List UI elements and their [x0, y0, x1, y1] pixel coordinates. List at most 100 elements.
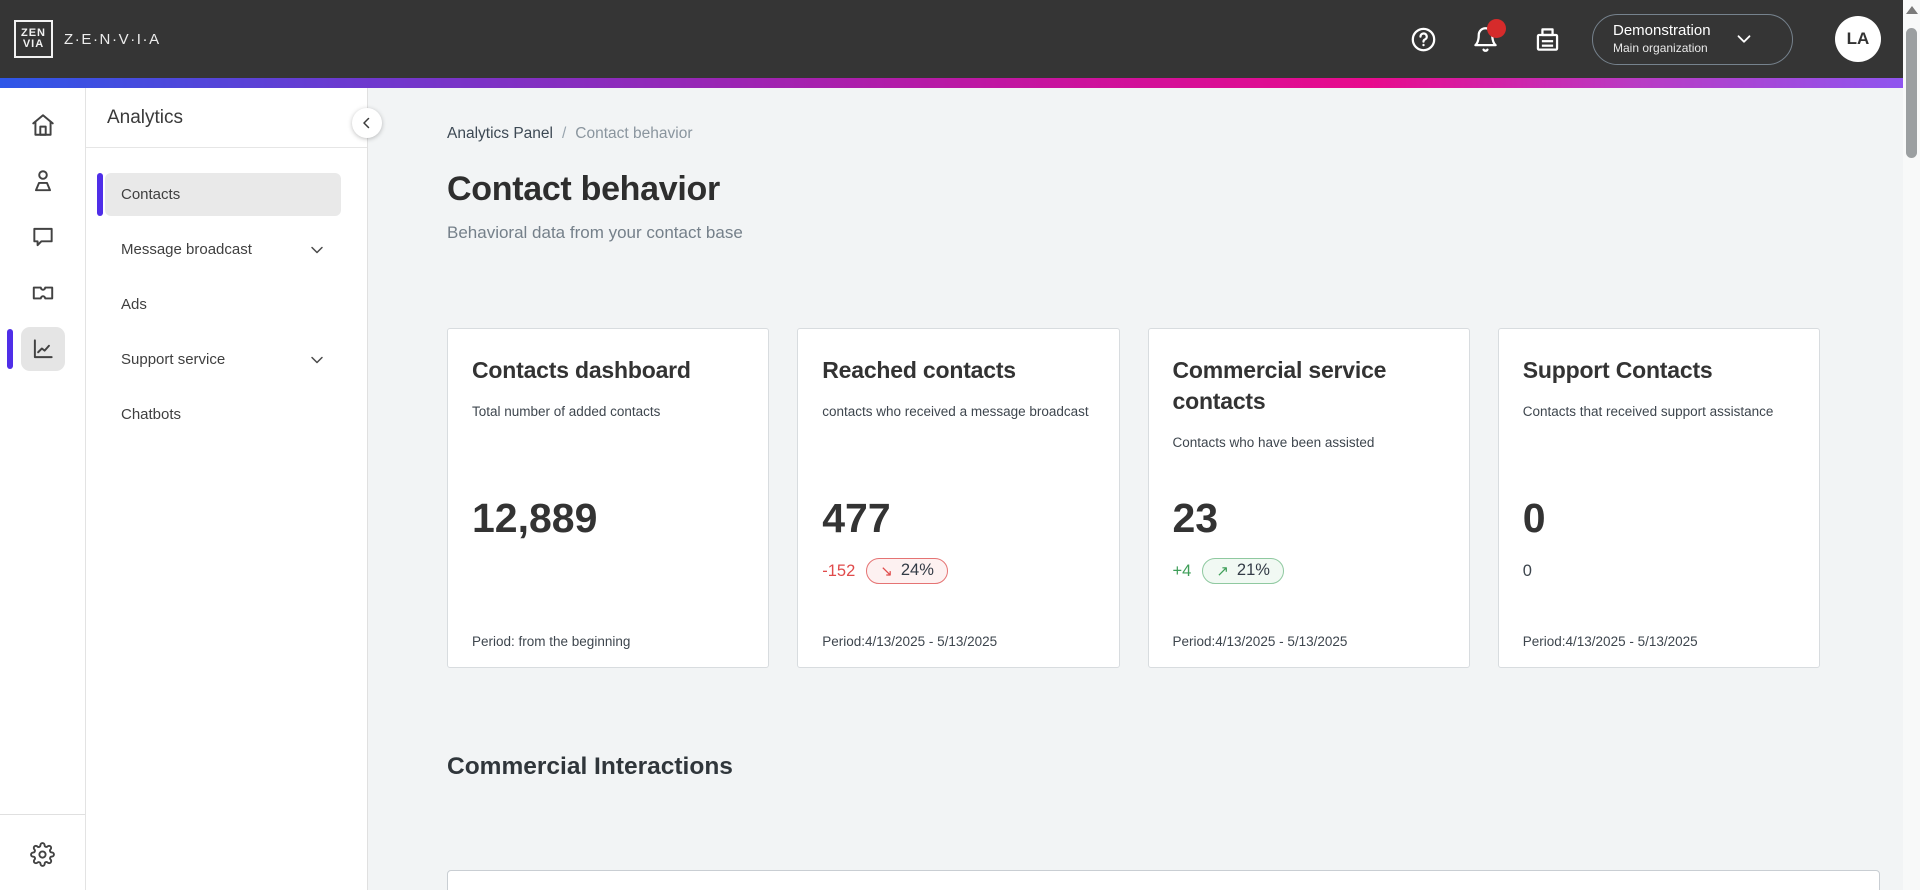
ticket-icon — [32, 286, 53, 300]
print-button[interactable] — [1532, 24, 1562, 54]
sidebar-item-label: Contacts — [121, 186, 181, 203]
scroll-up-arrow[interactable] — [1905, 6, 1918, 14]
section-title-commercial-interactions: Commercial Interactions — [447, 753, 733, 780]
notification-badge — [1487, 19, 1506, 38]
trend-percent: 24% — [900, 561, 934, 579]
logo-line-1: ZEN — [21, 27, 46, 39]
organization-subtitle: Main organization — [1613, 40, 1708, 55]
card-title: Contacts dashboard — [472, 357, 691, 383]
sidebar-header: Analytics — [86, 88, 367, 148]
brand[interactable]: ZEN VIA Z·E·N·V·I·A — [14, 20, 161, 58]
trend-percent: 21% — [1236, 561, 1270, 579]
notifications-button[interactable] — [1470, 19, 1506, 54]
trend-up-icon: ↗ — [1216, 562, 1229, 580]
breadcrumb-separator: / — [561, 125, 567, 142]
page-scrollbar[interactable] — [1903, 0, 1920, 890]
help-button[interactable] — [1408, 24, 1438, 54]
organization-switcher[interactable]: Demonstration Main organization — [1592, 13, 1793, 65]
selected-indicator-bar — [6, 329, 13, 369]
card-value: 23 — [1172, 495, 1219, 541]
trend-down-icon: ↘ — [880, 562, 893, 580]
page-title: Contact behavior — [447, 170, 720, 208]
home-icon — [31, 114, 54, 136]
chevron-left-icon — [363, 117, 370, 129]
sidebar-title: Analytics — [107, 106, 184, 128]
rail-item-analytics[interactable] — [6, 327, 65, 371]
commercial-interactions-panel — [447, 870, 1880, 890]
selected-indicator-bar — [97, 173, 103, 216]
brand-name: Z·E·N·V·I·A — [64, 30, 161, 48]
card-support-contacts: Support Contacts Contacts that received … — [1497, 328, 1820, 668]
chevron-down-icon — [307, 350, 327, 370]
user-avatar[interactable]: LA — [1835, 16, 1881, 62]
sidebar-item-support-service[interactable]: Support service — [105, 338, 341, 381]
card-delta-row: 0 — [1523, 556, 1532, 586]
top-bar: ZEN VIA Z·E·N·V·I·A — [0, 0, 1903, 78]
sidebar-item-label: Chatbots — [121, 406, 182, 423]
scrollbar-thumb[interactable] — [1906, 28, 1917, 158]
card-subtitle: contacts who received a message broadcas… — [822, 404, 1089, 420]
organization-name: Demonstration — [1613, 22, 1711, 40]
sidebar-item-label: Support service — [121, 351, 226, 368]
card-title: Reached contacts — [822, 357, 1016, 383]
card-value: 477 — [822, 495, 891, 541]
rail-bottom — [0, 814, 85, 890]
icon-rail — [0, 88, 86, 890]
sidebar-item-message-broadcast[interactable]: Message broadcast — [105, 228, 341, 271]
gradient-accent-strip — [0, 78, 1903, 88]
card-delta-row: +4 ↗ 21% — [1173, 556, 1284, 586]
card-title: Commercial service contacts — [1172, 357, 1387, 415]
main-content: Analytics Panel / Contact behavior Conta… — [368, 88, 1903, 890]
zenvia-logo-icon: ZEN VIA — [14, 20, 53, 58]
breadcrumb: Analytics Panel / Contact behavior — [447, 125, 1903, 143]
breadcrumb-analytics-panel[interactable]: Analytics Panel — [447, 125, 553, 142]
collapse-sidebar-button[interactable] — [352, 108, 382, 138]
card-period: Period:4/13/2025 - 5/13/2025 — [1172, 634, 1348, 649]
card-period: Period: from the beginning — [472, 634, 631, 649]
breadcrumb-current: Contact behavior — [575, 125, 693, 142]
card-subtitle: Total number of added contacts — [472, 404, 661, 420]
rail-item-home[interactable] — [21, 103, 65, 147]
line-chart-icon — [33, 339, 53, 359]
sidebar-menu: Contacts Message broadcast Ads Support s… — [86, 148, 367, 436]
sidebar-item-ads[interactable]: Ads — [105, 283, 341, 326]
delta-value: -152 — [822, 561, 856, 580]
rail-item-contacts[interactable] — [21, 159, 65, 203]
rail-item-conversations[interactable] — [21, 215, 65, 259]
page-subtitle: Behavioral data from your contact base — [447, 223, 743, 242]
card-subtitle: Contacts who have been assisted — [1172, 435, 1375, 451]
chevron-down-icon — [1737, 35, 1750, 43]
card-commercial-service-contacts: Commercial service contacts Contacts who… — [1147, 328, 1470, 668]
sidebar-item-label: Message broadcast — [121, 241, 252, 258]
card-title: Support Contacts — [1522, 357, 1713, 383]
trend-badge: ↗ 21% — [1202, 558, 1284, 584]
delta-value: 0 — [1522, 561, 1532, 580]
trend-badge: ↘ 24% — [866, 558, 948, 584]
rail-divider — [0, 814, 85, 815]
body-row: Analytics Contacts Message broadcast — [0, 88, 1903, 890]
sidebar-item-contacts[interactable]: Contacts — [97, 173, 341, 216]
card-contacts-dashboard: Contacts dashboard Total number of added… — [447, 328, 770, 668]
rail-item-settings[interactable] — [21, 832, 65, 876]
card-period: Period:4/13/2025 - 5/13/2025 — [822, 634, 998, 649]
card-delta-row: -152 ↘ 24% — [822, 556, 948, 586]
printer-icon — [1536, 27, 1558, 51]
logo-line-2: VIA — [22, 38, 45, 50]
rail-item-sales[interactable] — [21, 271, 65, 315]
chevron-down-icon — [307, 240, 327, 260]
sidebar-item-label: Ads — [121, 296, 147, 313]
delta-value: +4 — [1172, 561, 1192, 580]
sidebar-item-chatbots[interactable]: Chatbots — [105, 393, 341, 436]
help-icon — [1411, 27, 1435, 51]
card-subtitle: Contacts that received support assistanc… — [1522, 404, 1774, 420]
card-reached-contacts: Reached contacts contacts who received a… — [797, 328, 1120, 668]
card-period: Period:4/13/2025 - 5/13/2025 — [1522, 634, 1698, 649]
gear-icon — [30, 841, 55, 867]
card-value: 0 — [1522, 495, 1546, 541]
organization-labels: Demonstration Main organization — [1613, 22, 1711, 56]
card-value: 12,889 — [472, 495, 598, 541]
bell-icon — [1473, 26, 1497, 52]
chat-bubble-icon — [32, 227, 53, 247]
